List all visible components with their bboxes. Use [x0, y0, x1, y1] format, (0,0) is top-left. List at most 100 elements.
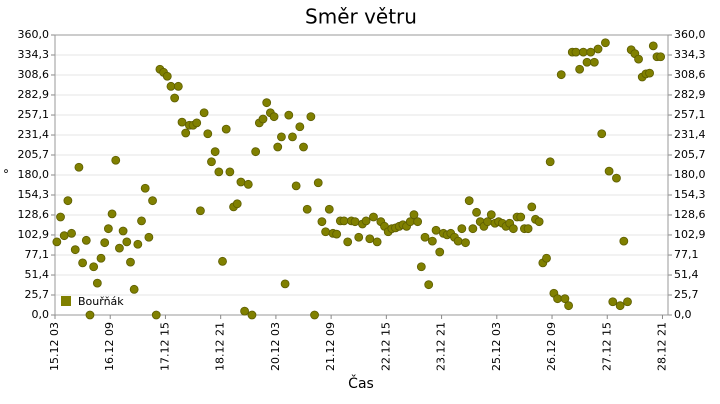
- y-tick-label: 25,7: [25, 288, 50, 301]
- x-axis-label: Čas: [348, 374, 374, 392]
- point: [140, 183, 150, 193]
- point: [431, 225, 441, 235]
- point: [225, 167, 235, 177]
- point: [604, 166, 614, 176]
- point: [100, 238, 110, 248]
- point: [295, 122, 305, 132]
- point: [332, 229, 342, 239]
- point: [96, 253, 106, 263]
- point: [126, 257, 135, 267]
- point: [457, 224, 467, 234]
- point: [575, 64, 585, 74]
- y-tick-label: 154,3: [18, 188, 50, 201]
- point: [199, 108, 209, 118]
- point: [306, 112, 316, 122]
- point: [269, 112, 279, 122]
- point: [166, 81, 176, 91]
- x-tick-label: 15.12 03: [48, 322, 61, 371]
- x-tick-label: 23.12 21: [435, 322, 448, 371]
- point: [207, 157, 216, 167]
- point: [177, 117, 187, 127]
- y2-tick-label: 334,3: [674, 48, 706, 61]
- point: [586, 47, 596, 57]
- y2-tick-label: 77,1: [674, 248, 699, 261]
- x-tick-label: 28.12 21: [655, 322, 668, 371]
- x-tick-label: 27.12 15: [600, 322, 613, 371]
- point: [173, 81, 183, 91]
- y-tick-label: 257,1: [18, 108, 50, 121]
- point: [89, 262, 99, 272]
- x-tick-label: 18.12 21: [214, 322, 227, 371]
- point: [365, 234, 375, 244]
- point: [313, 178, 323, 188]
- y-axis-label: °: [3, 168, 9, 182]
- point: [291, 181, 301, 191]
- point: [170, 93, 180, 103]
- point: [192, 118, 202, 128]
- x-tick-label: 25.12 03: [490, 322, 503, 371]
- point: [648, 41, 658, 51]
- legend-label: Bouřňák: [78, 295, 124, 308]
- point: [111, 155, 121, 165]
- point: [343, 237, 353, 247]
- point: [302, 204, 312, 214]
- point: [236, 177, 246, 187]
- point: [656, 52, 666, 62]
- point: [369, 212, 378, 222]
- point: [196, 206, 205, 216]
- point: [277, 132, 286, 142]
- point: [273, 142, 283, 152]
- y2-tick-label: 25,7: [674, 288, 699, 301]
- point: [582, 57, 592, 67]
- y2-tick-label: 180,0: [674, 168, 706, 181]
- chart-title: Směr větru: [305, 5, 417, 29]
- point: [107, 209, 117, 219]
- y2-tick-label: 257,1: [674, 108, 706, 121]
- point: [203, 129, 213, 139]
- point: [516, 212, 526, 222]
- y-tick-label: 102,9: [18, 228, 50, 241]
- point: [416, 262, 426, 272]
- point: [63, 196, 73, 206]
- point: [151, 310, 161, 320]
- point: [284, 110, 294, 120]
- y2-tick-label: 0,0: [674, 308, 692, 321]
- point: [115, 243, 124, 253]
- point: [162, 71, 172, 81]
- plot-frame: [54, 34, 669, 316]
- point: [317, 217, 327, 227]
- y-tick-label: 77,1: [25, 248, 50, 261]
- point: [258, 114, 268, 124]
- y-tick-label: 128,6: [18, 208, 50, 221]
- y-tick-label: 334,3: [18, 48, 50, 61]
- y2-tick-label: 51,4: [674, 268, 699, 281]
- point: [615, 301, 625, 311]
- point: [553, 294, 562, 304]
- point: [85, 310, 95, 320]
- y-tick-label: 360,0: [18, 28, 50, 41]
- point: [409, 210, 419, 220]
- point: [420, 232, 430, 242]
- point: [545, 157, 555, 167]
- point: [240, 306, 250, 316]
- point: [527, 202, 537, 212]
- point: [486, 210, 496, 220]
- point: [413, 217, 423, 227]
- point: [181, 128, 191, 138]
- point: [601, 38, 610, 48]
- point: [623, 297, 632, 307]
- point: [534, 217, 544, 227]
- point: [67, 228, 76, 238]
- point: [52, 237, 62, 247]
- point: [137, 216, 146, 226]
- x-tick-label: 20.12 03: [269, 322, 282, 371]
- point: [523, 224, 533, 234]
- point: [118, 226, 128, 236]
- point: [74, 162, 84, 172]
- point: [129, 284, 139, 294]
- y2-tick-label: 205,7: [674, 148, 706, 161]
- y-tick-label: 180,0: [18, 168, 50, 181]
- point: [556, 70, 566, 80]
